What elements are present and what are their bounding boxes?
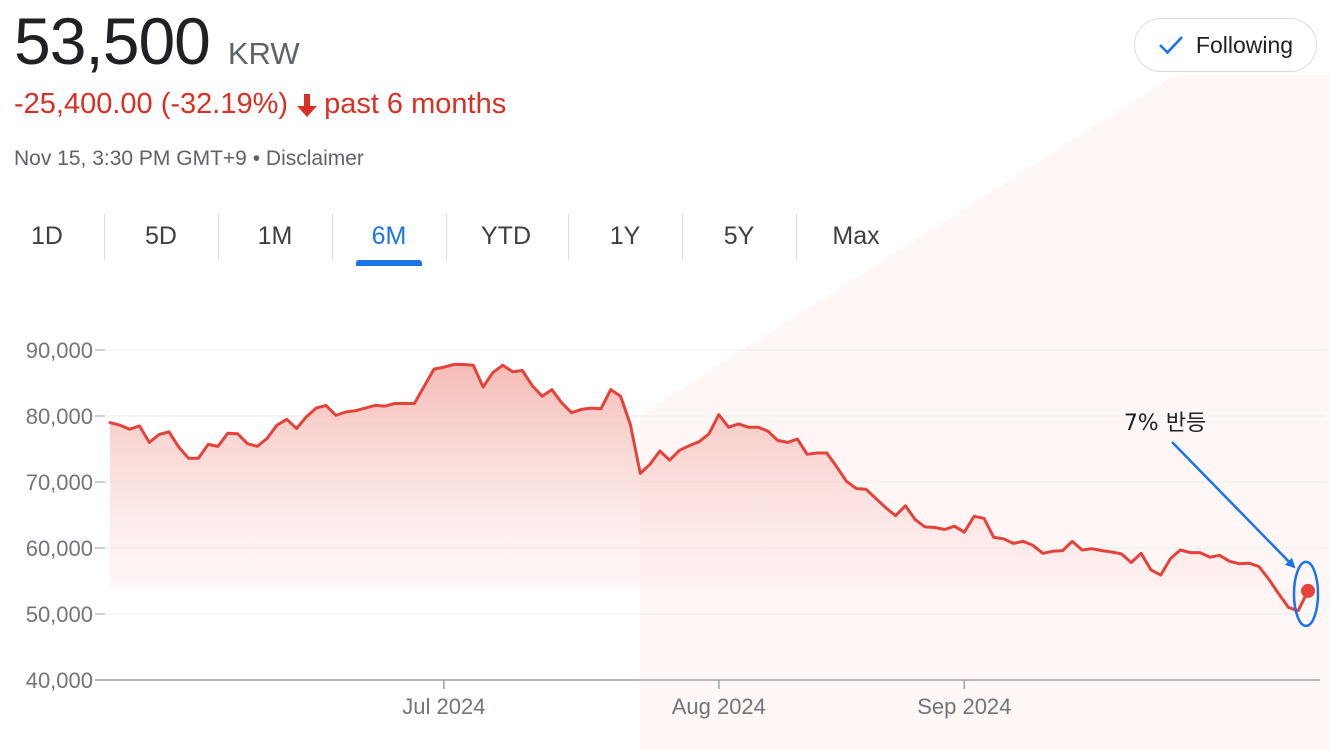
separator-dot: • <box>252 147 261 170</box>
tab-divider <box>104 214 105 260</box>
tab-divider <box>682 214 683 260</box>
tab-divider <box>796 214 797 260</box>
change-period: past 6 months <box>324 88 507 120</box>
tab-1m[interactable]: 1M <box>257 222 293 250</box>
tab-divider <box>332 214 333 260</box>
timestamp-line: Nov 15, 3:30 PM GMT+9 • Disclaimer <box>14 147 364 171</box>
annotation-ellipse <box>1292 560 1320 628</box>
y-tick-label: 40,000 <box>26 668 93 693</box>
last-price-point <box>1301 583 1315 598</box>
tab-ytd[interactable]: YTD <box>481 222 531 250</box>
current-price: 53,500 <box>14 4 211 78</box>
tab-divider <box>218 214 219 260</box>
annotation-arrow <box>1171 441 1296 569</box>
price-area-fill <box>110 364 1308 611</box>
following-label: Following <box>1195 31 1294 58</box>
tab-1d[interactable]: 1D <box>31 222 63 250</box>
timestamp: Nov 15, 3:30 PM GMT+9 <box>14 147 247 170</box>
disclaimer-link[interactable]: Disclaimer <box>265 147 364 170</box>
x-tick-label: Aug 2024 <box>672 694 766 719</box>
arrow-down-icon <box>296 93 318 117</box>
y-tick-label: 90,000 <box>26 338 93 363</box>
tab-1y[interactable]: 1Y <box>609 222 641 250</box>
tab-divider <box>568 214 569 260</box>
tab-divider <box>446 214 447 260</box>
y-tick-label: 60,000 <box>26 536 93 561</box>
price-header: 53,500 KRW <box>14 2 300 80</box>
check-icon <box>1158 35 1184 55</box>
active-tab-indicator <box>356 260 422 266</box>
x-tick-label: Sep 2024 <box>917 694 1011 719</box>
following-button[interactable]: Following <box>1134 18 1317 72</box>
annotation-label: 7% 반등 <box>1124 411 1206 436</box>
price-change: -25,400.00 (-32.19%) past 6 months <box>14 88 506 121</box>
price-line <box>108 363 1310 613</box>
tab-5d[interactable]: 5D <box>145 222 177 250</box>
tab-5y[interactable]: 5Y <box>723 222 755 250</box>
tab-max[interactable]: Max <box>832 222 880 250</box>
y-tick-label: 80,000 <box>26 404 93 429</box>
currency-label: KRW <box>227 36 300 71</box>
change-value: -25,400.00 (-32.19%) <box>14 88 289 120</box>
y-tick-label: 70,000 <box>26 470 93 495</box>
tab-6m[interactable]: 6M <box>342 210 436 270</box>
x-tick-label: Jul 2024 <box>402 694 485 719</box>
y-tick-label: 50,000 <box>26 602 93 627</box>
